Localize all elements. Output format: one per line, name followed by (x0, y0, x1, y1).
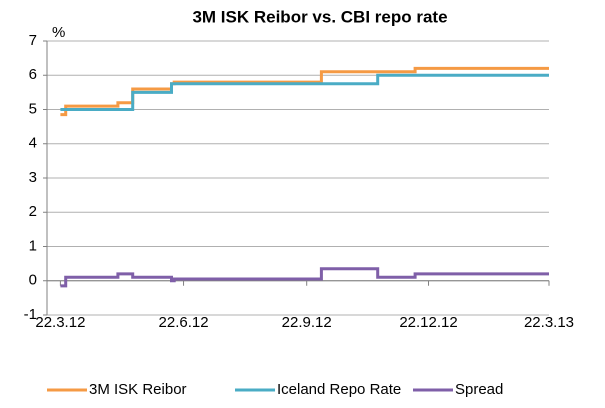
legend-label: Iceland Repo Rate (277, 381, 401, 398)
x-tick-label: 22.12.12 (399, 314, 457, 331)
y-tick-label: 0 (29, 272, 37, 289)
legend-label: Spread (455, 381, 503, 398)
y-tick-label: 4 (29, 135, 37, 152)
x-tick-label: 22.3.12 (35, 314, 85, 331)
x-tick-label: 22.3.13 (524, 314, 574, 331)
y-tick-label: 3 (29, 169, 37, 186)
chart-title: 3M ISK Reibor vs. CBI repo rate (192, 7, 447, 26)
y-tick-label: 6 (29, 66, 37, 83)
y-tick-label: 2 (29, 203, 37, 220)
y-tick-label: -1 (24, 306, 37, 323)
series-line (60, 267, 549, 288)
y-tick-label: 7 (29, 32, 37, 49)
y-tick-label: 1 (29, 237, 37, 254)
x-tick-label: 22.6.12 (159, 314, 209, 331)
x-tick-label: 22.9.12 (282, 314, 332, 331)
y-axis-label: % (52, 24, 65, 41)
series-line (60, 73, 549, 111)
y-tick-label: 5 (29, 100, 37, 117)
legend-label: 3M ISK Reibor (89, 381, 187, 398)
